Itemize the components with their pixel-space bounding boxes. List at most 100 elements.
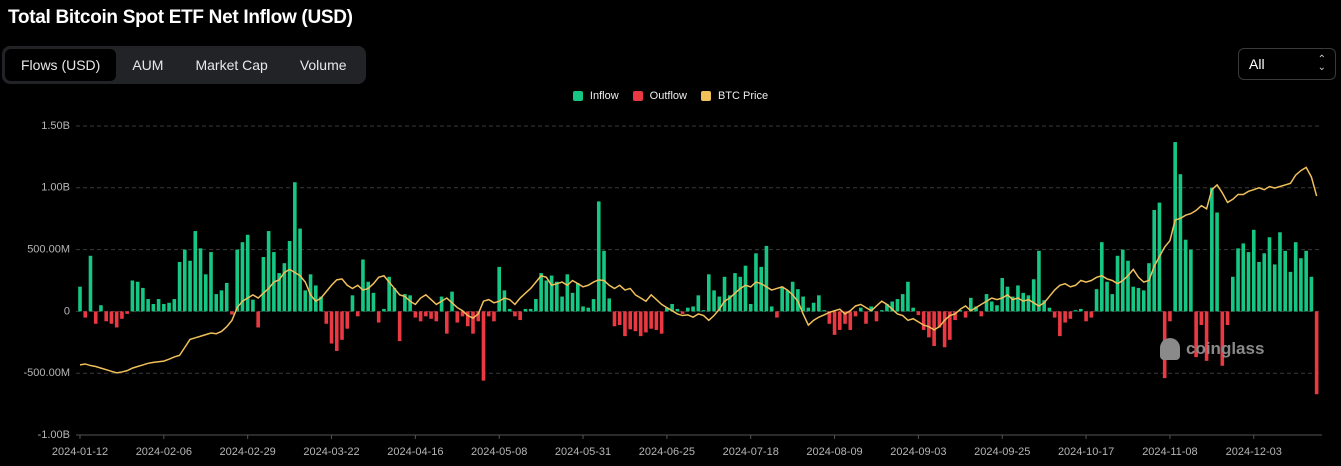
bar <box>1210 187 1214 312</box>
bar <box>1199 311 1204 325</box>
bar <box>895 299 900 312</box>
bar <box>445 311 449 334</box>
bar <box>1052 311 1057 318</box>
bar <box>628 311 632 330</box>
bar <box>544 280 549 312</box>
chevron: ⌃ ⌄ <box>1317 54 1326 73</box>
bar <box>1204 311 1209 361</box>
bar <box>969 297 973 312</box>
bar <box>476 311 481 322</box>
x-tick-label: 2024-11-08 <box>1142 446 1197 458</box>
bar <box>387 276 391 312</box>
bar <box>686 307 690 312</box>
bar <box>1251 229 1256 312</box>
bar <box>130 280 135 312</box>
legend-swatch <box>700 91 711 101</box>
legend: Inflow Outflow BTC Price <box>0 90 1341 102</box>
bar <box>481 311 486 381</box>
x-tick-label: 2024-09-03 <box>890 446 946 458</box>
bar <box>502 290 507 312</box>
bar <box>534 299 538 312</box>
bar <box>1100 242 1104 312</box>
bar <box>617 311 622 325</box>
tab[interactable]: Flows (USD) <box>5 49 117 81</box>
bar <box>528 308 533 312</box>
bar <box>465 311 470 327</box>
bar <box>874 311 879 322</box>
x-tick-label: 2024-02-06 <box>136 446 192 458</box>
legend-item[interactable]: Outflow <box>632 90 687 102</box>
bar <box>581 306 585 312</box>
bar <box>707 274 711 312</box>
bar <box>649 311 653 329</box>
x-tick-label: 2024-05-31 <box>555 446 611 458</box>
tab[interactable]: Volume <box>299 57 347 73</box>
bar <box>1236 248 1240 312</box>
x-tick-label: 2024-04-16 <box>387 446 443 458</box>
bar <box>769 306 774 312</box>
bar <box>287 240 292 312</box>
bar <box>224 282 229 312</box>
bar <box>591 299 596 312</box>
bar <box>565 274 570 312</box>
tab[interactable]: AUM <box>132 57 164 73</box>
bar <box>900 294 905 312</box>
bar <box>727 295 732 312</box>
y-tick-label: 1.00B <box>41 182 70 194</box>
x-tick-label: 2024-02-29 <box>220 446 276 458</box>
bar <box>675 308 680 312</box>
bar <box>209 252 213 312</box>
bar <box>177 261 182 312</box>
bar <box>1063 311 1067 323</box>
bar <box>937 311 942 328</box>
bar <box>308 274 313 312</box>
bar <box>827 311 832 324</box>
bar <box>1147 263 1151 312</box>
bar <box>848 311 853 330</box>
bar <box>429 311 433 319</box>
bar <box>1267 237 1272 312</box>
bar <box>408 295 412 312</box>
bar <box>1058 311 1062 337</box>
bar <box>397 311 402 342</box>
bar <box>1178 174 1183 312</box>
bar <box>93 311 98 324</box>
watermark: coinglass <box>1160 338 1264 360</box>
bar <box>141 287 145 312</box>
bar <box>979 311 984 317</box>
y-tick-label: 1.50B <box>41 120 70 132</box>
bar <box>162 303 166 312</box>
legend-item[interactable]: Inflow <box>572 90 619 102</box>
bar <box>293 182 297 312</box>
bar <box>334 311 339 351</box>
bar <box>1000 278 1005 312</box>
tab-bar: Flows (USD) AUM Market Cap Volume <box>2 46 366 84</box>
legend-item[interactable]: BTC Price <box>700 90 768 102</box>
y-tick-label: -1.00B <box>38 429 70 441</box>
bar <box>434 311 439 322</box>
bar <box>1283 250 1287 312</box>
bar <box>1168 311 1172 322</box>
bar <box>345 311 350 329</box>
bar <box>743 265 748 312</box>
bar <box>775 311 779 318</box>
tab[interactable]: Market Cap <box>195 57 268 73</box>
bar <box>329 311 334 344</box>
bar <box>1131 286 1136 312</box>
x-tick-label: 2024-01-12 <box>52 446 108 458</box>
bar <box>785 290 790 312</box>
bar <box>203 274 208 312</box>
bar <box>319 296 323 312</box>
range-label: All <box>1249 56 1265 72</box>
bar <box>680 311 685 314</box>
range-select[interactable]: All ⌃ ⌄ <box>1238 48 1336 80</box>
legend-swatch <box>632 91 643 101</box>
bar <box>665 307 669 312</box>
bar <box>1314 311 1319 395</box>
bar <box>1141 290 1146 312</box>
bar <box>146 299 150 312</box>
bar <box>801 296 805 312</box>
bar <box>78 286 82 312</box>
bar <box>722 276 727 312</box>
x-tick-label: 2024-08-09 <box>806 446 862 458</box>
